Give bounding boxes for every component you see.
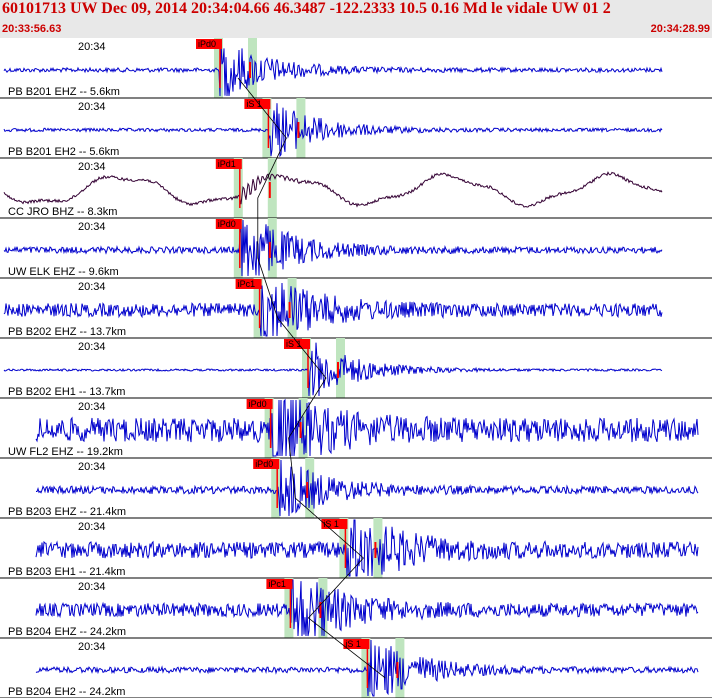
channel-label: PB B204 EH2 -- 24.2km — [8, 686, 125, 698]
pick-label: iPd0 — [249, 399, 267, 409]
channel-label: PB B203 EHZ -- 21.4km — [8, 506, 126, 518]
header-bar: 60101713 UW Dec 09, 2014 20:34:04.66 46.… — [0, 0, 712, 38]
pick-label: iS 1 — [246, 99, 262, 109]
analysis-window — [302, 338, 311, 398]
analysis-window — [253, 278, 263, 338]
analysis-window — [271, 458, 281, 518]
start-time: 20:33:56.63 — [2, 23, 62, 35]
time-label: 20:34 — [78, 341, 106, 353]
time-label: 20:34 — [78, 461, 106, 473]
analysis-window — [233, 218, 243, 278]
time-label: 20:34 — [78, 161, 106, 173]
pick-label: iPd1 — [218, 159, 236, 169]
analysis-window — [267, 158, 277, 218]
waveform-trace[interactable] — [36, 459, 699, 517]
pick-label: iPd0 — [198, 39, 216, 49]
time-label: 20:34 — [78, 281, 106, 293]
time-label: 20:34 — [78, 521, 106, 533]
time-label: 20:34 — [78, 401, 106, 413]
analysis-window — [373, 518, 383, 578]
channel-label: PB B202 EHZ -- 13.7km — [8, 326, 126, 338]
pick-label: iPc1 — [268, 579, 286, 589]
analysis-window — [233, 158, 243, 218]
channel-label: PB B201 EHZ -- 5.6km — [8, 86, 120, 98]
time-label: 20:34 — [78, 641, 106, 653]
pick-label-box[interactable] — [246, 399, 273, 409]
channel-label: CC JRO BHZ -- 8.3km — [8, 206, 117, 218]
time-label: 20:34 — [78, 101, 106, 113]
time-label: 20:34 — [78, 581, 106, 593]
waveform-trace[interactable] — [3, 103, 663, 158]
pick-label-box[interactable] — [196, 39, 222, 49]
analysis-window — [305, 458, 315, 518]
analysis-window — [262, 98, 272, 158]
time-label: 20:34 — [78, 41, 106, 53]
waveform-trace[interactable] — [3, 342, 663, 397]
channel-label: PB B204 EHZ -- 24.2km — [8, 626, 126, 638]
pick-label-box[interactable] — [266, 579, 293, 589]
analysis-window — [214, 38, 223, 98]
pick-label-box[interactable] — [235, 279, 262, 289]
waveform-trace[interactable] — [3, 39, 663, 97]
channel-label: PB B202 EH1 -- 13.7km — [8, 386, 125, 398]
seismogram-panel[interactable]: iPd0 20:34 PB B201 EHZ -- 5.6km iS 1 20:34 PB… — [0, 38, 712, 698]
channel-label: PB B201 EH2 -- 5.6km — [8, 146, 119, 158]
channel-label: UW ELK EHZ -- 9.6km — [8, 266, 119, 278]
analysis-window — [361, 638, 371, 698]
travel-time-curve — [237, 77, 386, 679]
pick-label-box[interactable] — [253, 459, 280, 469]
pick-label-box[interactable] — [321, 519, 348, 529]
pick-label-box[interactable] — [343, 639, 370, 649]
waveform-trace[interactable] — [3, 219, 663, 277]
pick-label-box[interactable] — [215, 219, 242, 229]
waveform-trace[interactable] — [3, 282, 663, 337]
channel-label: UW FL2 EHZ -- 19.2km — [8, 446, 123, 458]
waveform-trace[interactable] — [35, 519, 699, 577]
pick-label: iS 1 — [323, 519, 339, 529]
pick-label-box[interactable] — [215, 159, 242, 169]
pick-label: iPc1 — [238, 279, 256, 289]
analysis-window — [296, 98, 306, 158]
waveform-trace[interactable] — [35, 398, 699, 457]
waveform-trace[interactable] — [3, 171, 663, 208]
waveform-trace[interactable] — [35, 579, 699, 637]
end-time: 20:34:28.99 — [650, 23, 710, 35]
pick-label-box[interactable] — [244, 99, 271, 109]
pick-label: iPd0 — [218, 219, 236, 229]
event-title: 60101713 UW Dec 09, 2014 20:34:04.66 46.… — [2, 0, 611, 17]
pick-label-box[interactable] — [284, 339, 310, 349]
pick-label: iPd0 — [255, 459, 273, 469]
channel-label: PB B203 EH1 -- 21.4km — [8, 566, 125, 578]
time-label: 20:34 — [78, 221, 106, 233]
pick-label: iS 1 — [345, 639, 361, 649]
pick-label: iS 1 — [286, 339, 302, 349]
